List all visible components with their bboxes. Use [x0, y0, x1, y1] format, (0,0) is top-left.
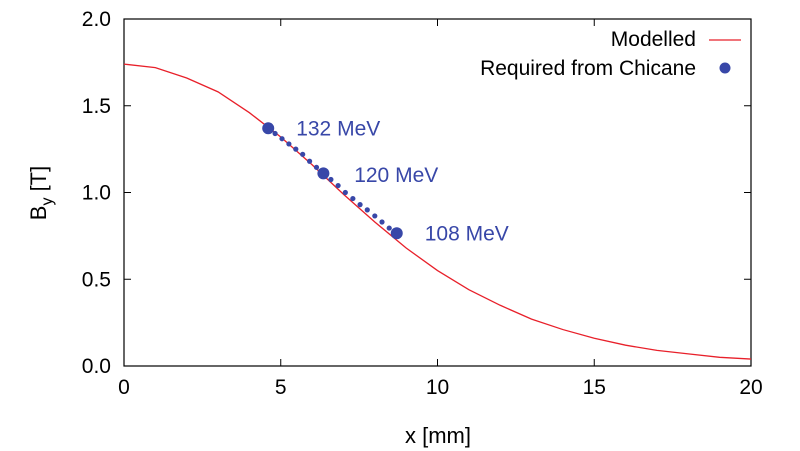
y-axis-title-main: B	[26, 206, 51, 221]
y-tick-label: 1.5	[82, 95, 111, 118]
energy-annotation: 120 MeV	[354, 164, 438, 187]
chicane-point	[313, 164, 320, 170]
x-axis-title: x [mm]	[405, 423, 471, 448]
y-axis-title: By [T]	[26, 166, 56, 220]
y-axis-title-unit: [T]	[26, 166, 51, 198]
x-tick-label: 0	[118, 376, 130, 399]
chicane-point-major	[317, 167, 330, 180]
chicane-point-major	[262, 122, 275, 135]
y-tick-label: 0.5	[82, 268, 111, 291]
annotation-layer: 132 MeV 120 MeV 108 MeV	[296, 117, 509, 245]
chicane-point	[279, 136, 285, 142]
chicane-point	[342, 189, 348, 196]
x-tick-label: 5	[275, 376, 287, 399]
y-axis: 0.0 0.5 1.0 1.5 2.0	[82, 8, 751, 378]
legend-label-chicane: Required from Chicane	[480, 57, 696, 80]
series-layer	[123, 63, 752, 360]
legend-swatch-chicane	[719, 62, 731, 74]
chicane-point	[350, 195, 356, 202]
chicane-point	[286, 141, 292, 147]
x-tick-label: 20	[739, 376, 762, 399]
chicane-point	[306, 158, 313, 164]
x-tick-label: 15	[583, 376, 606, 399]
modelled-line	[123, 63, 752, 360]
legend: Modelled Required from Chicane	[480, 28, 741, 80]
y-tick-label: 0.0	[82, 355, 111, 378]
energy-annotation: 108 MeV	[425, 222, 509, 245]
energy-annotation: 132 MeV	[296, 117, 380, 140]
y-axis-title-subscript: y	[39, 198, 56, 206]
legend-label-modelled: Modelled	[611, 28, 696, 51]
chicane-point	[293, 146, 299, 152]
chicane-point	[379, 219, 385, 225]
x-tick-label: 10	[426, 376, 449, 399]
chicane-point	[335, 182, 341, 189]
chicane-point	[272, 130, 278, 137]
chicane-point	[357, 202, 363, 208]
x-axis: 0 5 10 15 20	[118, 19, 763, 399]
y-tick-label: 2.0	[82, 8, 111, 31]
chicane-point-major	[390, 227, 403, 240]
chicane-point	[364, 207, 370, 213]
chicane-point	[372, 213, 378, 219]
chicane-point	[386, 225, 392, 231]
chicane-point	[328, 176, 334, 183]
chicane-point	[300, 151, 306, 157]
y-tick-label: 1.0	[82, 182, 111, 205]
